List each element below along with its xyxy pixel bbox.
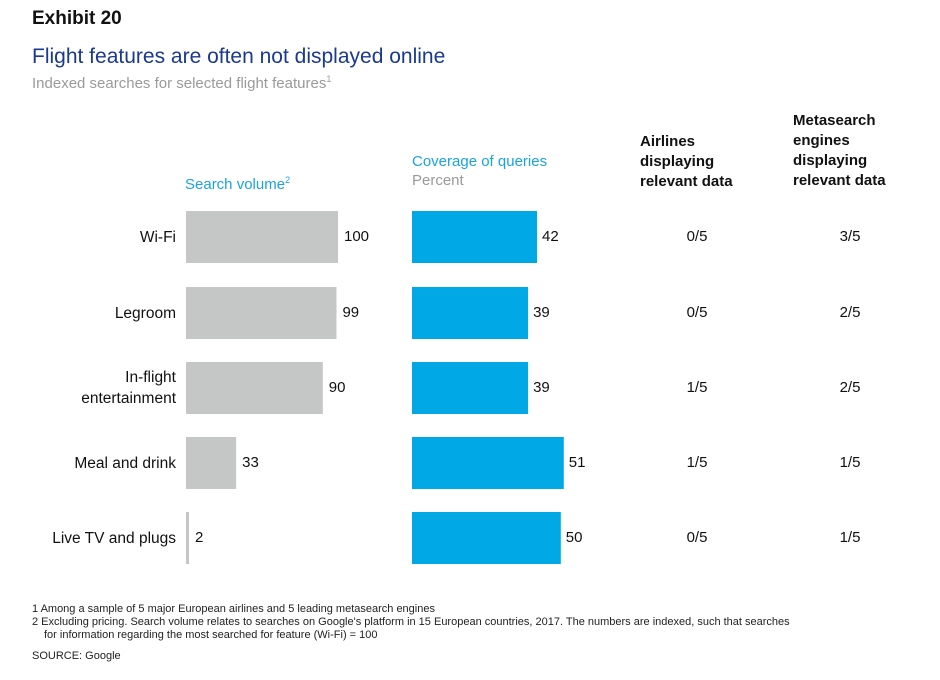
subtitle-text: Indexed searches for selected flight fea… (32, 75, 327, 92)
category-label: In-flight entertainment (26, 367, 176, 409)
coverage-bar (412, 437, 564, 489)
search-volume-value: 33 (242, 454, 259, 471)
category-label: Live TV and plugs (26, 528, 176, 549)
coverage-value: 51 (568, 454, 586, 471)
search-volume-bar (186, 211, 338, 263)
category-label-line: entertainment (81, 390, 176, 407)
coverage-value: 50 (565, 529, 583, 546)
coverage-bar (412, 512, 561, 564)
category-label: Legroom (26, 303, 176, 324)
coverage-value: 42 (542, 228, 559, 245)
search-volume-value: 90 (328, 379, 346, 396)
category-label-line: Live TV and plugs (52, 529, 176, 547)
search-volume-value: 100 (344, 228, 370, 245)
category-label-line: Legroom (114, 304, 176, 322)
header-metasearch-line3: displaying (793, 152, 868, 169)
category-label-line: Wi-Fi (139, 228, 176, 246)
airlines-value: 0/5 (686, 529, 708, 546)
footnote-1: 1 Among a sample of 5 major European air… (32, 603, 435, 615)
search-volume-bar (186, 512, 190, 564)
header-search-volume-footnote-mark: 2 (285, 175, 291, 185)
coverage-bar (412, 362, 529, 414)
footnote-2: 2 Excluding pricing. Search volume relat… (32, 616, 790, 628)
coverage-value: 39 (533, 379, 550, 396)
chart-title: Flight features are often not displayed … (32, 45, 446, 68)
airlines-value: 1/5 (686, 379, 708, 396)
header-metasearch-line4: relevant data (793, 172, 886, 189)
coverage-bar (412, 211, 537, 263)
source-note: SOURCE: Google (32, 650, 121, 662)
search-volume-value: 99 (342, 304, 360, 321)
search-volume-value: 2 (195, 529, 204, 546)
coverage-value: 39 (533, 304, 550, 321)
header-search-volume: Search volume2 (185, 175, 290, 193)
metasearch-value: 2/5 (839, 379, 861, 396)
header-airlines-line3: relevant data (640, 173, 733, 190)
category-label-line: Meal and drink (74, 454, 176, 472)
header-search-volume-text: Search volume (185, 176, 286, 193)
search-volume-bar (186, 437, 237, 489)
search-volume-bar (186, 287, 337, 339)
metasearch-value: 2/5 (839, 304, 861, 321)
airlines-value: 0/5 (686, 228, 708, 245)
airlines-value: 1/5 (686, 454, 708, 471)
metasearch-value: 1/5 (839, 454, 861, 471)
header-coverage-line1: Coverage of queries (412, 153, 548, 170)
header-coverage-line2: Percent (412, 172, 464, 189)
header-airlines-line2: displaying (640, 153, 715, 170)
category-label: Meal and drink (26, 453, 176, 474)
header-airlines: Airlines displaying relevant data (640, 132, 733, 192)
footnote-2-continued: for information regarding the most searc… (44, 629, 378, 641)
header-metasearch-line1: Metasearch (793, 112, 876, 129)
search-volume-bar (186, 362, 323, 414)
chart-subtitle: Indexed searches for selected flight fea… (32, 74, 331, 92)
category-label-line: In-flight (125, 369, 176, 386)
metasearch-value: 1/5 (839, 529, 861, 546)
header-coverage: Coverage of queries Percent (412, 153, 547, 189)
header-airlines-line1: Airlines (640, 133, 696, 150)
footnotes: 1 Among a sample of 5 major European air… (32, 603, 922, 663)
coverage-bar (412, 287, 529, 339)
header-metasearch-line2: engines (793, 132, 850, 149)
exhibit-label: Exhibit 20 (32, 8, 122, 29)
header-metasearch: Metasearch engines displaying relevant d… (793, 111, 886, 191)
subtitle-footnote-mark: 1 (326, 74, 332, 84)
metasearch-value: 3/5 (839, 228, 861, 245)
airlines-value: 0/5 (686, 304, 708, 321)
category-label: Wi-Fi (26, 227, 176, 248)
